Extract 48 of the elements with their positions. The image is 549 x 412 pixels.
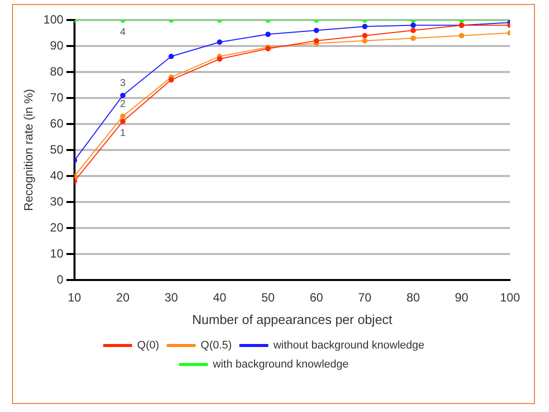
x-tick-label: 80 [406,290,420,305]
point [362,38,368,44]
x-tick-label: 30 [164,290,178,305]
y-tick-label: 20 [50,220,64,234]
legend-label: without background knowledge [272,340,424,352]
point [458,32,464,38]
y-axis-title: Recognition rate (in %) [22,88,36,212]
annotation: 2 [120,98,126,110]
point [120,114,126,119]
point [120,92,126,98]
x-tick-label: 70 [358,290,372,305]
point [265,32,271,37]
annotation: 3 [120,78,126,90]
y-tick-label: 90 [50,38,64,52]
x-tick-label: 90 [454,290,469,305]
y-tick-label: 100 [43,12,64,26]
y-tick-label: 30 [50,194,64,208]
point [314,28,320,34]
x-axis-title: Number of appearances per object [192,312,393,327]
x-tick-label: 40 [212,290,227,305]
point [314,38,320,44]
annotation: 1 [120,128,126,140]
y-tick-label: 80 [50,64,64,78]
x-tick-label: 20 [116,290,130,305]
y-tick-label: 50 [50,142,64,156]
point [410,28,416,34]
point [120,118,126,124]
point [362,24,368,30]
legend-label: with background knowledge [212,358,349,371]
y-tick-label: 70 [50,90,64,104]
point [168,54,174,60]
legend-label: Q(0.5) [200,340,232,352]
annotation: 4 [120,26,126,38]
point [216,39,222,45]
point [216,56,222,62]
point [410,36,416,41]
x-tick-label: 60 [310,290,324,305]
x-tick-label: 10 [68,290,82,305]
x-tick-label: 100 [500,290,520,305]
y-tick-label: 10 [50,246,64,260]
y-tick-label: 60 [50,116,64,130]
y-tick-label: 0 [56,272,64,286]
point [410,22,416,28]
legend-label: Q(0) [137,340,160,352]
y-tick-label: 40 [50,168,64,182]
point [168,77,174,82]
x-tick-label: 50 [261,290,276,305]
point [362,32,368,38]
